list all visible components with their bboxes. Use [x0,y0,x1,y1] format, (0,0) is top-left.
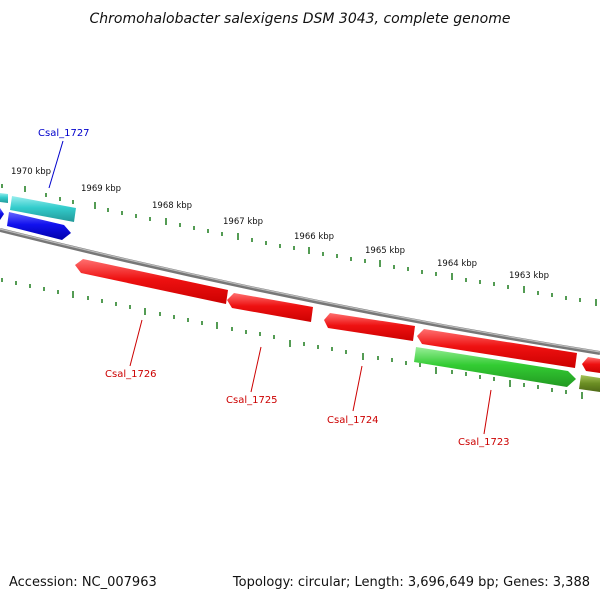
gene-label-csal-1727: Csal_1727 [38,128,90,139]
gene-label-csal-1724: Csal_1724 [327,415,379,426]
red-gene-arrow-csal-1726 [75,259,228,304]
upper-tick-ruler [1,184,597,306]
tick-label-1967: 1967 kbp [223,217,263,227]
genome-backbone-highlight [0,228,600,353]
leader-line-csal-1725 [250,346,262,393]
gene-label-csal-1723: Csal_1723 [458,437,510,448]
genome-backbone [0,228,600,355]
lower-tick-ruler [1,278,583,399]
green-gene-arrow [414,347,576,387]
leader-line-csal-1724 [352,365,363,412]
tick-label-1968: 1968 kbp [152,201,192,211]
leader-line-csal-1727 [48,140,64,189]
gene-label-csal-1725: Csal_1725 [226,395,278,406]
olive-gene-arrow [579,375,600,392]
map-title: Chromohalobacter salexigens DSM 3043, co… [90,11,511,27]
gene-label-csal-1726: Csal_1726 [105,369,157,380]
leader-line-csal-1723 [483,389,492,435]
leader-line-csal-1726 [129,319,143,367]
topology-text: Topology: circular; Length: 3,696,649 bp… [232,575,590,590]
tick-label-1964: 1964 kbp [437,259,477,269]
tick-label-1963: 1963 kbp [509,271,549,281]
tick-label-1966: 1966 kbp [294,232,334,242]
red-gene-arrow-csal-1723 [417,329,577,368]
red-gene-arrow-csal-1725 [227,293,313,322]
teal-gene-arrow [10,196,76,222]
teal-gene-arrow-left [0,193,8,203]
tick-label-1965: 1965 kbp [365,246,405,256]
blue-gene-arrow [7,212,71,240]
tick-label-1969: 1969 kbp [81,184,121,194]
tick-label-1970: 1970 kbp [11,167,51,177]
accession-text: Accession: NC_007963 [9,575,157,590]
red-gene-arrow-csal-1724 [324,313,415,341]
blue-gene-arrow-left [0,208,4,220]
red-gene-arrow-right-edge [582,357,600,373]
